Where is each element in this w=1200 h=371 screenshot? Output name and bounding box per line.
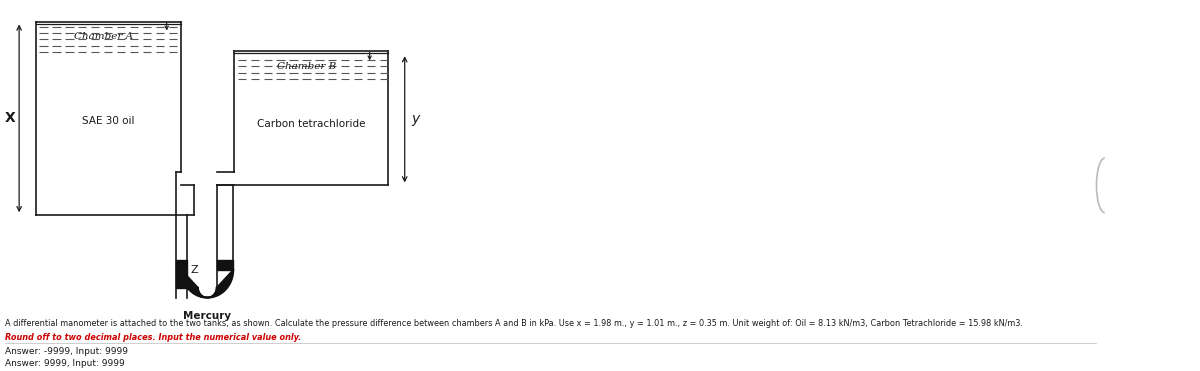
Text: Chamber A: Chamber A: [74, 32, 133, 41]
Polygon shape: [181, 270, 233, 298]
Text: SAE 30 oil: SAE 30 oil: [82, 116, 134, 126]
Text: Mercury: Mercury: [184, 311, 232, 321]
Text: Chamber B: Chamber B: [277, 62, 336, 71]
Text: A differential manometer is attached to the two tanks, as shown. Calculate the p: A differential manometer is attached to …: [5, 319, 1024, 328]
Text: Answer: 9999, Input: 9999: Answer: 9999, Input: 9999: [5, 359, 125, 368]
Text: Carbon tetrachloride: Carbon tetrachloride: [257, 119, 365, 129]
Text: Round off to two decimal places. Input the numerical value only.: Round off to two decimal places. Input t…: [5, 333, 301, 342]
Text: y: y: [412, 112, 420, 127]
Text: X: X: [5, 111, 16, 125]
Text: Answer: -9999, Input: 9999: Answer: -9999, Input: 9999: [5, 347, 128, 356]
Text: Z: Z: [191, 265, 198, 275]
